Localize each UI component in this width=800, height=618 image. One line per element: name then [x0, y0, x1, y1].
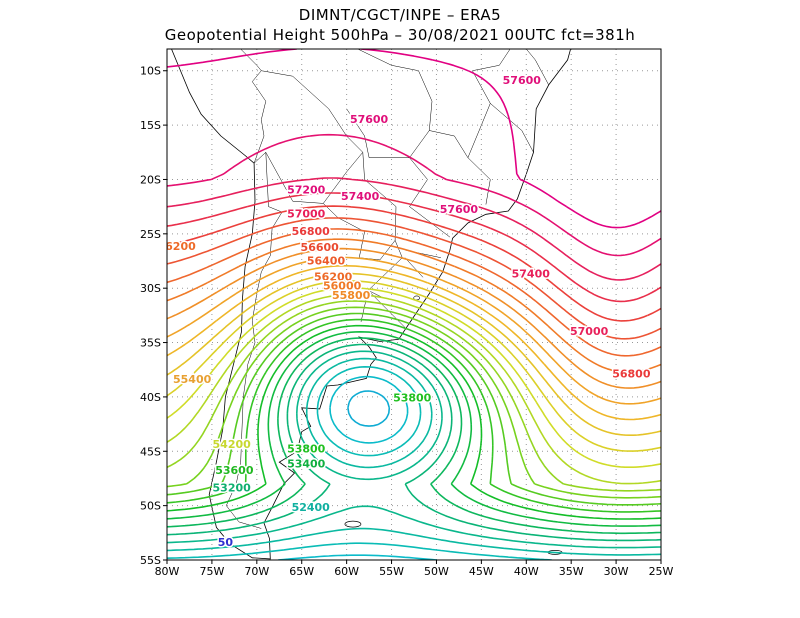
lon-tick-label: 45W: [469, 565, 494, 578]
lat-tick-label: 55S: [140, 554, 161, 567]
contour-label: 53400: [287, 458, 326, 471]
lat-tick-label: 15S: [140, 119, 161, 132]
contour-line-53800: [167, 324, 661, 520]
country-border: [490, 103, 534, 153]
contour-label: 56600: [301, 241, 340, 254]
lon-tick-label: 80W: [155, 565, 180, 578]
height-contours: [167, 49, 661, 560]
lon-tick-label: 30W: [604, 565, 629, 578]
contour-line-52400: [278, 375, 437, 560]
country-border: [265, 152, 396, 261]
contour-line-53000: [167, 350, 661, 549]
contour-label: 57600: [350, 113, 389, 126]
contour-label: 56400: [307, 254, 346, 267]
contour-line-52200: [347, 390, 391, 427]
contour-labels: 57600 57600 57600 57400 57400 57200 57000 57000…: [165, 72, 652, 550]
contour-line-56400: [167, 228, 661, 357]
contour-label: 53800: [393, 391, 432, 404]
lon-tick-label: 35W: [559, 565, 584, 578]
contour-label: 57000: [287, 208, 326, 221]
contour-label: 55800: [332, 289, 371, 302]
lat-tick-label: 40S: [140, 391, 161, 404]
contour-label: 54200: [213, 438, 252, 451]
contour-line-52600: [167, 366, 552, 560]
lon-tick-label: 75W: [199, 565, 224, 578]
lat-lon-grid: [167, 49, 661, 560]
contour-label: 53600: [215, 464, 254, 477]
contour-line-53400: [167, 337, 661, 535]
map-title-line2: Geopotential Height 500hPa – 30/08/2021 …: [164, 26, 636, 44]
contour-line-55400: [167, 272, 661, 436]
contour-label: 57400: [512, 267, 551, 280]
contour-label: 57600: [440, 203, 479, 216]
lon-tick-label: 55W: [379, 565, 404, 578]
country-border: [240, 49, 262, 71]
contour-line-54600: [167, 300, 661, 492]
country-border: [409, 130, 451, 238]
lon-tick-label: 50W: [424, 565, 449, 578]
lat-tick-label: 20S: [140, 173, 161, 186]
coastline: [171, 49, 572, 560]
contour-label: 57000: [570, 325, 609, 338]
lat-tick-label: 45S: [140, 445, 161, 458]
country-border: [261, 70, 407, 329]
contour-line-54000: [167, 318, 661, 513]
contour-line-53200: [167, 343, 661, 542]
lon-tick-label: 60W: [334, 565, 359, 578]
contour-line-57400: [167, 133, 661, 257]
contour-line-54400: [167, 306, 661, 499]
contour-line-55200: [167, 280, 661, 452]
contour-line-56800: [167, 205, 661, 322]
contour-label: 53800: [287, 442, 326, 455]
contour-label: 56800: [292, 225, 331, 238]
contour-label: 57600: [503, 74, 542, 87]
contour-label: 53200: [213, 482, 252, 495]
lon-tick-label: 40W: [514, 565, 539, 578]
lon-tick-label: 65W: [289, 565, 314, 578]
map-title-line1: DIMNT/CGCT/INPE – ERA5: [298, 6, 502, 24]
country-border: [525, 49, 549, 86]
country-border: [472, 49, 511, 71]
contour-label: 52400: [292, 501, 331, 514]
country-border: [404, 257, 424, 278]
contour-label: 6200: [165, 240, 196, 253]
contour-line-55000: [167, 287, 661, 468]
lon-tick-label: 70W: [244, 565, 269, 578]
contour-label: 55400: [173, 373, 212, 386]
plot-frame: [166, 48, 662, 561]
contour-line-55600: [167, 265, 661, 421]
contour-label: 57400: [341, 190, 380, 203]
lat-tick-label: 50S: [140, 500, 161, 513]
contour-label: 56200: [314, 271, 353, 284]
contour-line-53600: [167, 331, 661, 527]
lat-tick-label: 10S: [140, 65, 161, 78]
contour-label: 56000: [323, 279, 362, 292]
country-border: [346, 108, 410, 158]
contour-label: 56800: [612, 367, 651, 380]
contour-line-56200: [167, 238, 661, 373]
contour-line-54800: [167, 293, 661, 485]
latitude-ticks: 10S 15S 20S 25S 30S 35S 40S 45S 50S 55S: [140, 65, 167, 567]
lat-tick-label: 30S: [140, 282, 161, 295]
longitude-ticks: 80W 75W 70W 65W 60W 55W 50W 45W 40W 35W 30W 25W: [155, 560, 674, 578]
contour-label: 57200: [287, 184, 326, 197]
lat-tick-label: 35S: [140, 337, 161, 350]
falkland-islands: [344, 520, 362, 528]
contour-line-57000: [167, 192, 661, 303]
country-border: [467, 70, 491, 158]
country-border: [360, 290, 384, 322]
contour-line-55800: [167, 256, 661, 405]
contour-label: 50: [218, 536, 234, 549]
lon-tick-label: 25W: [649, 565, 674, 578]
contour-line-52800: [167, 357, 661, 556]
lat-tick-label: 25S: [140, 228, 161, 241]
country-border: [251, 70, 267, 164]
contour-line-56000: [167, 247, 661, 389]
contour-line-54200: [167, 312, 661, 506]
country-border: [226, 151, 283, 529]
contour-line-57200: [167, 177, 661, 281]
contour-line-56600: [167, 217, 661, 340]
contour-line-57600: [167, 49, 661, 229]
